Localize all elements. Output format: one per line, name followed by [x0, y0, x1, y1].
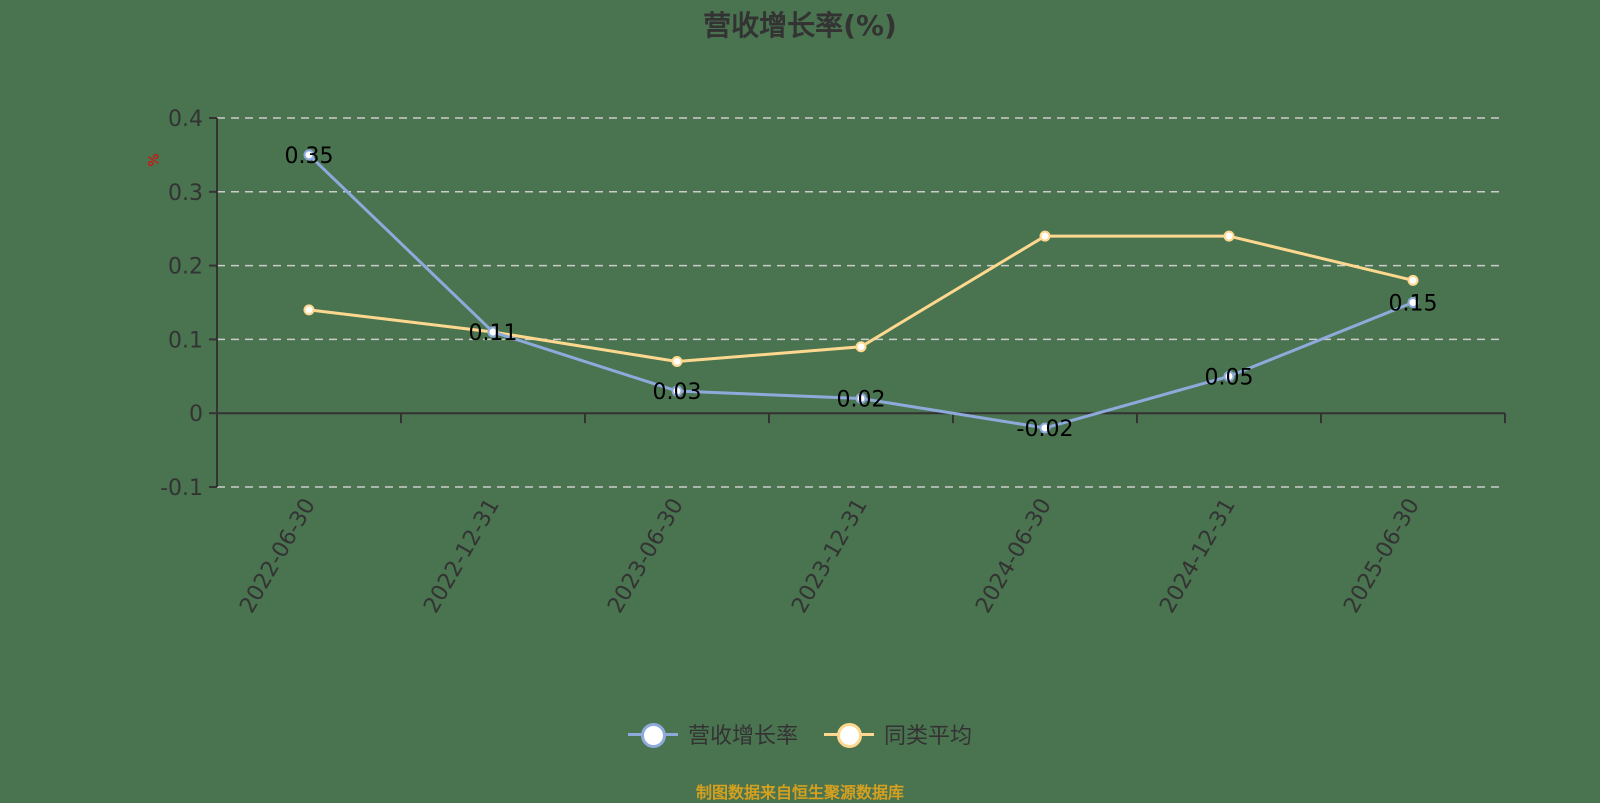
x-tick-label: 2024-06-30 [971, 494, 1057, 617]
data-point[interactable] [487, 326, 499, 338]
y-tick-label: 0.3 [168, 181, 203, 206]
legend-line-marker-icon [824, 722, 874, 748]
data-point[interactable] [1039, 230, 1051, 242]
x-tick-label: 2024-12-31 [1155, 494, 1241, 617]
data-source-note: 制图数据来自恒生聚源数据库 [695, 783, 904, 802]
legend-label: 同类平均 [884, 724, 973, 749]
y-tick-label: -0.1 [160, 476, 203, 501]
data-point[interactable] [671, 356, 683, 368]
y-tick-label: 0.2 [168, 255, 203, 280]
data-label: -0.02 [1017, 417, 1074, 442]
data-point[interactable] [1223, 230, 1235, 242]
data-label: 0.35 [285, 144, 334, 169]
x-tick-label: 2023-06-30 [603, 494, 689, 617]
x-tick-label: 2025-06-30 [1339, 494, 1425, 617]
y-tick-label: 0 [189, 402, 203, 427]
data-point[interactable] [1223, 370, 1235, 382]
data-label: 0.02 [837, 387, 886, 412]
data-point[interactable] [1407, 297, 1419, 308]
data-label: 0.03 [653, 380, 702, 405]
legend-item-revenue-growth[interactable]: 营收增长率 [627, 718, 798, 750]
data-label: 0.11 [469, 321, 518, 346]
legend: 营收增长率 同类平均 [0, 718, 1600, 750]
data-point[interactable] [1407, 274, 1419, 286]
x-tick-label: 2022-12-31 [419, 494, 505, 617]
data-label: 0.15 [1389, 292, 1438, 317]
y-tick-label: 0.4 [168, 107, 203, 132]
legend-label: 营收增长率 [687, 724, 798, 749]
data-point[interactable] [855, 341, 867, 353]
data-point[interactable] [1039, 422, 1051, 434]
data-point[interactable] [855, 392, 867, 404]
data-label: 0.05 [1205, 365, 1254, 390]
data-point[interactable] [671, 385, 683, 397]
legend-line-marker-icon [627, 722, 678, 748]
chart-title: 营收增长率(%) [703, 9, 897, 42]
y-tick-label: 0.1 [168, 328, 203, 353]
x-tick-label: 2023-12-31 [787, 494, 873, 617]
data-point[interactable] [303, 304, 315, 316]
x-tick-label: 2022-06-30 [235, 494, 321, 617]
data-point[interactable] [303, 149, 315, 161]
legend-item-peer-average[interactable]: 同类平均 [824, 718, 972, 750]
